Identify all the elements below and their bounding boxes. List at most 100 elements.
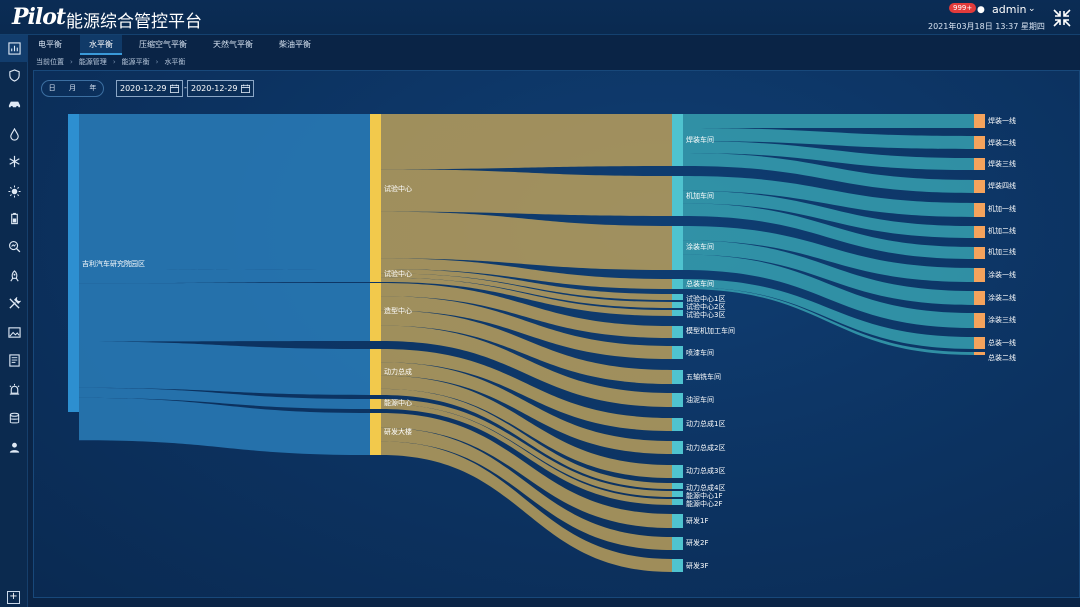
sankey-node-l2[interactable] xyxy=(672,393,683,407)
breadcrumb-item[interactable]: 能源平衡 xyxy=(121,58,150,66)
tab-diesel-balance[interactable]: 柴油平衡 xyxy=(279,40,311,49)
sankey-link-l1[interactable] xyxy=(381,211,672,270)
sankey-node-l2[interactable] xyxy=(672,114,683,166)
sankey-node-l3[interactable] xyxy=(974,136,985,149)
tab-water-balance[interactable]: 水平衡 xyxy=(80,35,122,55)
sidebar-item-report[interactable] xyxy=(0,347,28,374)
sidebar-item-analysis[interactable] xyxy=(0,233,28,260)
sankey-link-l2[interactable] xyxy=(683,128,974,149)
sankey-node-l3[interactable] xyxy=(974,337,985,349)
user-icon[interactable]: ● xyxy=(977,5,985,15)
sankey-link-l2[interactable] xyxy=(683,190,974,238)
sankey-node-l2[interactable] xyxy=(672,310,683,316)
sankey-node-l1[interactable] xyxy=(370,283,381,341)
notification-badge[interactable]: 999+ xyxy=(949,3,977,13)
sankey-link-root[interactable] xyxy=(79,341,370,395)
chevron-down-icon[interactable]: ⌄ xyxy=(1028,4,1036,14)
sankey-node-l2[interactable] xyxy=(672,499,683,505)
sankey-link-l1[interactable] xyxy=(381,169,672,216)
sankey-link-l1[interactable] xyxy=(381,413,672,528)
sankey-link-l2[interactable] xyxy=(683,254,974,328)
sankey-node-l1[interactable] xyxy=(370,269,381,282)
sankey-node-root[interactable] xyxy=(68,114,79,412)
sankey-node-l1[interactable] xyxy=(370,114,381,269)
sidebar-item-dashboard[interactable] xyxy=(0,35,28,62)
sankey-link-l1[interactable] xyxy=(381,427,672,550)
sidebar-item-user[interactable] xyxy=(0,434,28,461)
sankey-node-l3[interactable] xyxy=(974,180,985,193)
sankey-link-l1[interactable] xyxy=(381,404,672,505)
sankey-link-l2[interactable] xyxy=(683,153,974,193)
sankey-link-l1[interactable] xyxy=(381,362,672,454)
sidebar-item-water[interactable] xyxy=(0,121,28,148)
sankey-node-l2[interactable] xyxy=(672,441,683,454)
sidebar-item-solar[interactable] xyxy=(0,178,28,205)
sankey-link-l1[interactable] xyxy=(381,269,672,300)
sankey-node-l2[interactable] xyxy=(672,370,683,384)
sankey-node-l2[interactable] xyxy=(672,418,683,431)
sankey-link-l1[interactable] xyxy=(381,283,672,338)
sidebar-item-database[interactable] xyxy=(0,405,28,432)
collapse-icon[interactable] xyxy=(1051,7,1073,29)
sankey-node-l2[interactable] xyxy=(672,483,683,489)
sankey-node-l2[interactable] xyxy=(672,294,683,300)
sankey-node-l2[interactable] xyxy=(672,537,683,550)
sankey-node-l1[interactable] xyxy=(370,349,381,395)
sankey-link-l2[interactable] xyxy=(683,279,974,349)
sankey-node-l3[interactable] xyxy=(974,247,985,259)
sankey-link-l2[interactable] xyxy=(683,287,974,355)
sidebar-item-shield[interactable] xyxy=(0,62,28,89)
sankey-link-l1[interactable] xyxy=(381,114,672,170)
sankey-link-l1[interactable] xyxy=(381,296,672,359)
sidebar-item-image[interactable] xyxy=(0,319,28,346)
sankey-link-l2[interactable] xyxy=(683,226,974,282)
sankey-link-l1[interactable] xyxy=(381,349,672,431)
sankey-node-l3[interactable] xyxy=(974,313,985,328)
sankey-node-l2[interactable] xyxy=(672,559,683,572)
sidebar-item-car[interactable] xyxy=(0,90,28,117)
sankey-node-l3[interactable] xyxy=(974,203,985,217)
calendar-icon[interactable] xyxy=(241,84,250,93)
sankey-link-root[interactable] xyxy=(79,114,370,271)
sankey-link-root[interactable] xyxy=(79,283,370,342)
sankey-link-l1[interactable] xyxy=(381,388,672,489)
sankey-node-l3[interactable] xyxy=(974,268,985,282)
sankey-node-l1[interactable] xyxy=(370,413,381,455)
breadcrumb-item[interactable]: 能源管理 xyxy=(78,58,107,66)
sankey-link-root[interactable] xyxy=(79,269,370,284)
sankey-link-root[interactable] xyxy=(79,397,370,455)
sidebar-item-cooling[interactable] xyxy=(0,148,28,175)
sankey-link-l2[interactable] xyxy=(683,240,974,305)
sankey-node-l2[interactable] xyxy=(672,226,683,270)
sankey-link-l1[interactable] xyxy=(381,325,672,407)
sankey-node-l3[interactable] xyxy=(974,226,985,238)
sankey-node-l3[interactable] xyxy=(974,114,985,128)
sankey-link-l2[interactable] xyxy=(683,203,974,259)
sankey-link-l1[interactable] xyxy=(381,375,672,478)
sankey-node-l2[interactable] xyxy=(672,279,683,289)
sankey-link-l1[interactable] xyxy=(381,310,672,384)
sankey-link-l2[interactable] xyxy=(683,114,974,128)
tab-compressed-air-balance[interactable]: 压缩空气平衡 xyxy=(139,40,187,49)
period-day-button[interactable]: 日 xyxy=(48,84,56,92)
sankey-node-l1[interactable] xyxy=(370,399,381,409)
end-date-input[interactable]: 2020-12-29 xyxy=(187,80,254,97)
sankey-link-l1[interactable] xyxy=(381,277,672,316)
sidebar-item-tools[interactable] xyxy=(0,290,28,317)
expand-sidebar-button[interactable]: + xyxy=(7,591,20,604)
sankey-node-l2[interactable] xyxy=(672,491,683,497)
sankey-link-l2[interactable] xyxy=(683,176,974,217)
sankey-link-l1[interactable] xyxy=(381,399,672,497)
tab-natural-gas-balance[interactable]: 天然气平衡 xyxy=(213,40,253,49)
sidebar-item-rocket[interactable] xyxy=(0,263,28,290)
sankey-node-l3[interactable] xyxy=(974,291,985,305)
sankey-link-l1[interactable] xyxy=(381,273,672,308)
sankey-link-l1[interactable] xyxy=(381,258,672,289)
sankey-node-l2[interactable] xyxy=(672,465,683,478)
sidebar-item-battery[interactable] xyxy=(0,205,28,232)
calendar-icon[interactable] xyxy=(170,84,179,93)
period-year-button[interactable]: 年 xyxy=(89,84,97,92)
sankey-node-l2[interactable] xyxy=(672,346,683,359)
sankey-link-l1[interactable] xyxy=(381,441,672,572)
sankey-node-l2[interactable] xyxy=(672,326,683,338)
